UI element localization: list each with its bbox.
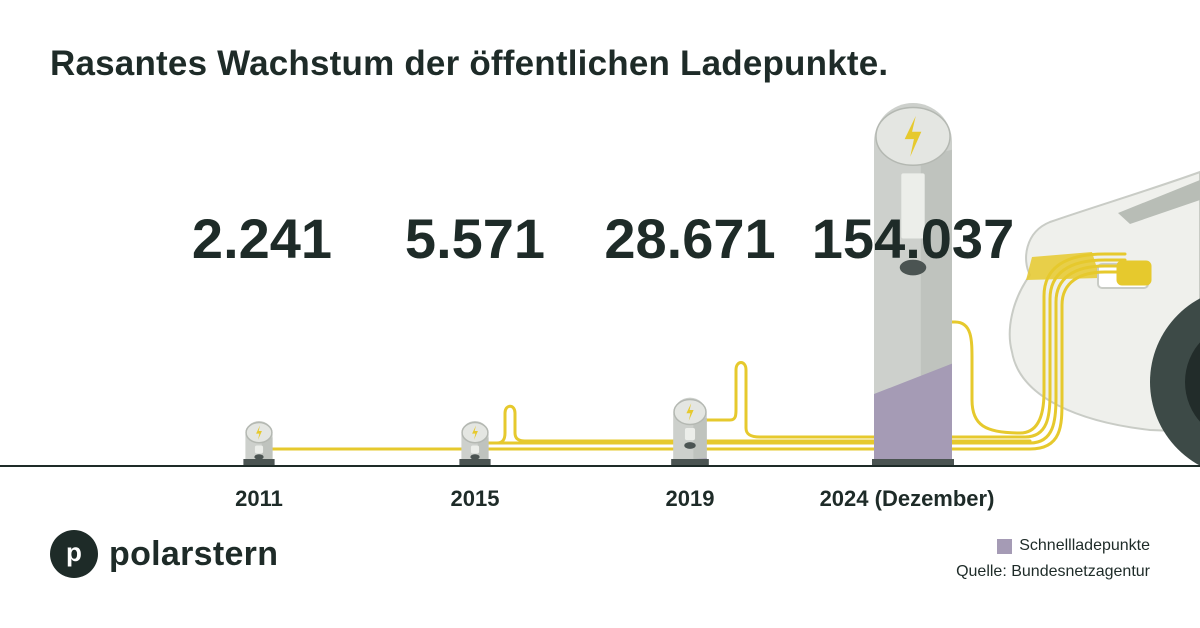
charging-station-icon <box>671 397 709 465</box>
value-label: 154.037 <box>812 207 1014 270</box>
lightning-bolt-icon <box>472 425 478 440</box>
cable-2 <box>473 264 1127 445</box>
brand-name: polarstern <box>109 534 279 573</box>
charging-cable-icon <box>260 252 1152 451</box>
category-label: 2015 <box>451 486 500 511</box>
charging-station-icon <box>243 421 275 465</box>
car-window <box>1118 180 1200 224</box>
car-wheel <box>1150 298 1200 466</box>
cable-1 <box>260 270 1127 451</box>
station-base <box>459 459 491 465</box>
station-display <box>901 173 925 239</box>
station-socket <box>899 259 927 276</box>
station-socket <box>684 442 696 449</box>
charging-station-icon <box>459 421 491 465</box>
cable-3 <box>478 404 1032 445</box>
chart-title: Rasantes Wachstum der öffentlichen Ladep… <box>50 44 889 83</box>
lightning-bolt-icon <box>686 403 694 421</box>
station-base <box>671 459 709 465</box>
station-socket <box>470 454 480 460</box>
polarstern-logo[interactable]: p polarstern <box>50 530 278 578</box>
station-base <box>872 459 954 465</box>
value-label: 5.571 <box>405 207 545 270</box>
electric-car-icon <box>1008 170 1200 466</box>
category-label: 2011 <box>235 486 283 511</box>
station-shade <box>261 437 273 465</box>
station-shade <box>477 437 489 465</box>
legend-swatch <box>997 538 1013 554</box>
station-display <box>470 445 480 454</box>
station-socket <box>254 454 264 460</box>
source-note: Quelle: Bundesnetzagentur <box>956 563 1150 580</box>
value-label: 2.241 <box>192 207 332 270</box>
legend-label: Schnellladepunkte <box>1019 537 1150 554</box>
station-display <box>684 427 696 441</box>
category-label: 2019 <box>666 486 715 511</box>
lightning-bolt-icon <box>904 115 922 157</box>
station-display <box>254 445 264 454</box>
station-shade <box>693 417 707 465</box>
charging-station-icon <box>872 103 954 466</box>
car-hub <box>1185 342 1200 422</box>
legend: Schnellladepunkte <box>997 537 1150 555</box>
category-label: 2024 (Dezember) <box>820 486 995 511</box>
fast-charging-segment <box>874 363 952 465</box>
lightning-bolt-icon <box>256 425 262 440</box>
charging-plug <box>1116 260 1152 286</box>
car-headlight <box>1026 252 1100 280</box>
value-label: 28.671 <box>604 207 775 270</box>
logo-circle-icon: p <box>50 530 98 578</box>
cable-4 <box>688 258 1127 439</box>
cable-5 <box>911 252 1127 435</box>
station-base <box>243 459 275 465</box>
